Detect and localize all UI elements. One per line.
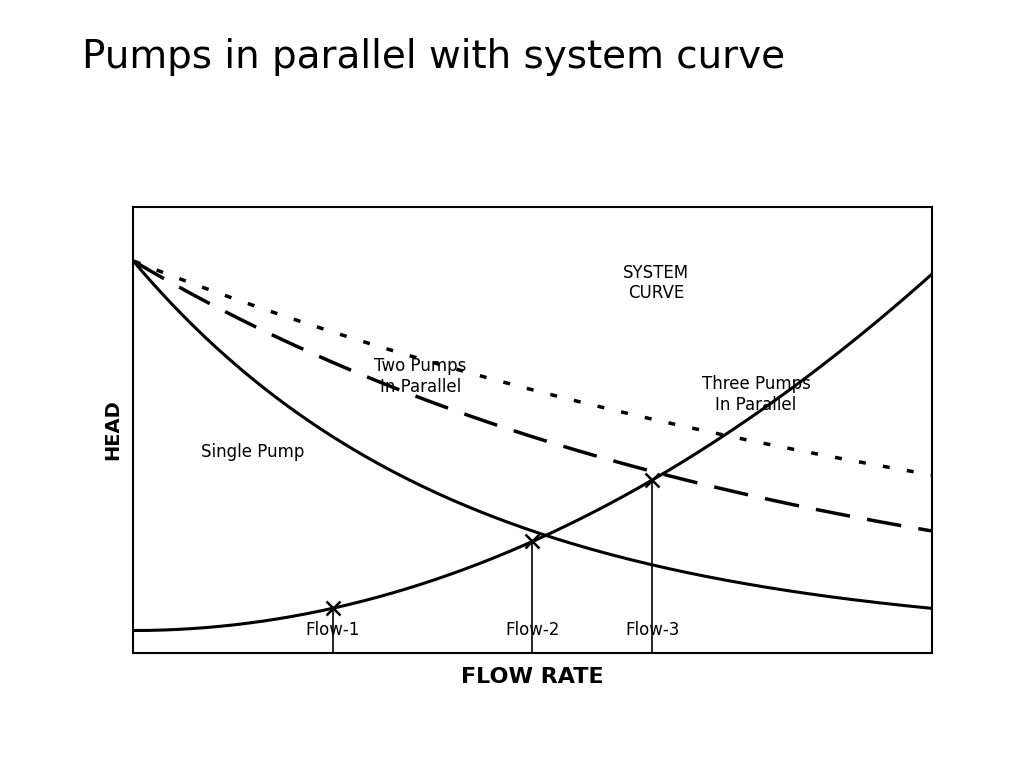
X-axis label: FLOW RATE: FLOW RATE [461, 667, 604, 687]
Text: Three Pumps
In Parallel: Three Pumps In Parallel [701, 375, 811, 414]
Text: Flow-3: Flow-3 [625, 621, 680, 640]
Text: Pumps in parallel with system curve: Pumps in parallel with system curve [82, 38, 785, 76]
Text: Flow-1: Flow-1 [305, 621, 360, 640]
Text: Flow-2: Flow-2 [505, 621, 560, 640]
Text: Single Pump: Single Pump [202, 443, 304, 462]
Text: Two Pumps
In Parallel: Two Pumps In Parallel [375, 357, 467, 396]
Text: SYSTEM
CURVE: SYSTEM CURVE [624, 263, 689, 303]
Y-axis label: HEAD: HEAD [103, 399, 122, 461]
